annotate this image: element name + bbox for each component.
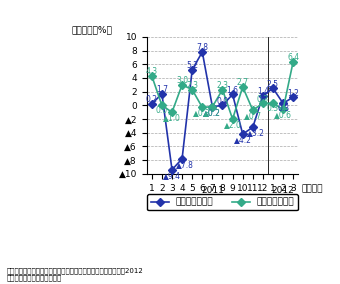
輸出（前月比） [200, 50, 204, 54]
Line: 輸出（前月比）: 輸出（前月比） [149, 49, 296, 172]
Text: 2.3: 2.3 [217, 81, 228, 90]
輸出（前月比） [241, 132, 245, 136]
Text: ▲7.8: ▲7.8 [176, 160, 194, 169]
輸出（前月比） [261, 94, 265, 97]
Text: 2011: 2011 [201, 186, 224, 195]
輸入（前月比） [271, 102, 275, 105]
Text: 4.3: 4.3 [146, 67, 158, 76]
Text: 0.0: 0.0 [156, 106, 168, 115]
輸入（前月比） [241, 85, 245, 89]
輸出（前月比） [190, 68, 194, 72]
Text: 6.4: 6.4 [287, 53, 299, 62]
Text: ▲4.2: ▲4.2 [234, 135, 252, 144]
Legend: 輸出（前月比）, 輸入（前月比）: 輸出（前月比）, 輸入（前月比） [147, 194, 298, 210]
輸出（前月比） [180, 157, 184, 160]
Text: 1.2: 1.2 [287, 89, 299, 97]
Line: 輸入（前月比）: 輸入（前月比） [149, 59, 296, 122]
輸出（前月比） [231, 93, 235, 96]
輸出（前月比） [251, 126, 255, 129]
Text: 0.2: 0.2 [146, 95, 158, 105]
Text: 2012: 2012 [272, 186, 294, 195]
Text: ▲0.6: ▲0.6 [274, 110, 292, 120]
輸入（前月比） [190, 88, 194, 91]
輸出（前月比） [281, 102, 285, 105]
輸出（前月比） [210, 105, 215, 108]
輸入（前月比） [220, 88, 224, 91]
Text: ▲3.2: ▲3.2 [247, 128, 265, 137]
輸出（前月比） [170, 168, 174, 172]
Text: 0.3: 0.3 [257, 95, 269, 104]
Text: 2.3: 2.3 [186, 81, 198, 90]
輸入（前月比） [231, 117, 235, 121]
Text: （前月比：%）: （前月比：%） [71, 25, 112, 34]
輸入（前月比） [170, 110, 174, 114]
Text: ▲0.2: ▲0.2 [203, 108, 221, 117]
輸入（前月比） [150, 74, 154, 78]
Text: ▲0.2: ▲0.2 [203, 108, 221, 117]
輸出（前月比） [291, 95, 295, 99]
輸出（前月比） [150, 102, 154, 106]
輸入（前月比） [180, 83, 184, 87]
Text: ▲1.0: ▲1.0 [163, 113, 181, 122]
Text: 1.4: 1.4 [257, 87, 269, 96]
Text: ▲0.3: ▲0.3 [193, 108, 211, 117]
輸出（前月比） [160, 92, 164, 95]
Text: 0.3: 0.3 [277, 104, 289, 113]
輸入（前月比） [210, 105, 215, 108]
Text: 7.8: 7.8 [196, 43, 208, 52]
Text: 資料：財務省「貿易統計」（（参考）季節調整値、時系列表（2012
　年３月まで））から作成。: 資料：財務省「貿易統計」（（参考）季節調整値、時系列表（2012 年３月まで））… [7, 267, 143, 281]
Text: 2.7: 2.7 [237, 78, 249, 87]
Text: 1.7: 1.7 [156, 85, 168, 94]
Text: （年月）: （年月） [301, 185, 323, 194]
Text: ▲2.0: ▲2.0 [224, 120, 241, 129]
輸入（前月比） [160, 104, 164, 107]
Text: 5.2: 5.2 [186, 61, 198, 70]
輸入（前月比） [251, 108, 255, 112]
輸入（前月比） [200, 106, 204, 109]
輸出（前月比） [220, 104, 224, 107]
輸入（前月比） [291, 60, 295, 63]
Text: ▲9.4: ▲9.4 [163, 171, 181, 180]
Text: 1.6: 1.6 [226, 86, 239, 95]
輸出（前月比） [271, 87, 275, 90]
輸入（前月比） [261, 102, 265, 105]
Text: 0.0: 0.0 [217, 97, 228, 106]
Text: 0.3: 0.3 [267, 104, 279, 113]
輸入（前月比） [281, 108, 285, 111]
Text: ▲0.7: ▲0.7 [244, 111, 262, 120]
Text: 3.0: 3.0 [176, 76, 188, 85]
Text: 2.5: 2.5 [267, 80, 279, 89]
